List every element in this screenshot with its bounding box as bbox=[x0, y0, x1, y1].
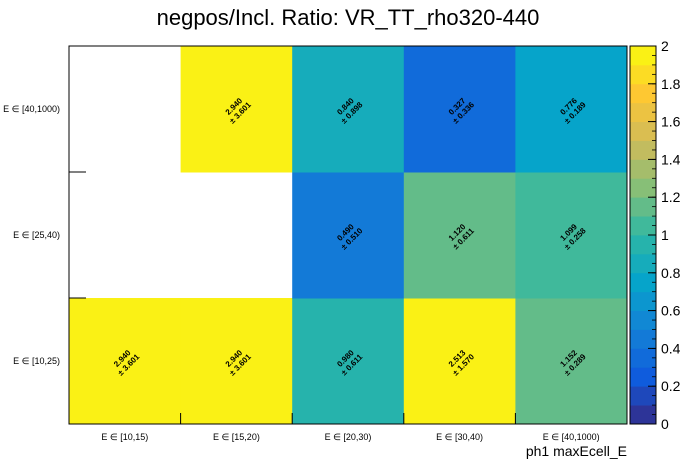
colorbar-tick-label: 0.8 bbox=[661, 265, 681, 281]
colorbar-tick-label: 0 bbox=[661, 416, 669, 432]
colorbar-segment bbox=[630, 83, 656, 104]
colorbar-segment bbox=[630, 102, 656, 122]
colorbar-segment bbox=[630, 329, 656, 349]
cell-label-group: 2.513± 1.570 bbox=[447, 348, 477, 378]
colorbar-segment bbox=[630, 348, 656, 368]
colorbar-segment bbox=[630, 235, 656, 255]
colorbar-tick-label: 0.4 bbox=[661, 340, 681, 356]
colorbar-segment bbox=[630, 159, 656, 179]
colorbar-segment bbox=[630, 272, 656, 293]
colorbar-tick-label: 1.6 bbox=[661, 114, 681, 130]
heatmap-cell bbox=[180, 46, 293, 173]
colorbar-segment bbox=[630, 310, 656, 330]
x-tick-label: E ∈ [40,1000) bbox=[543, 432, 600, 442]
heatmap-cell bbox=[292, 298, 405, 425]
x-axis-title: ph1 maxEcell_E bbox=[526, 443, 627, 459]
axis-ticks: E ∈ [10,15) E ∈ [15,20) E ∈ [20,30) E ∈ [30… bbox=[3, 104, 600, 442]
colorbar-segment bbox=[630, 405, 656, 425]
heatmap-cell bbox=[515, 298, 628, 425]
heatmap-cell bbox=[403, 298, 516, 425]
colorbar-segment bbox=[630, 367, 656, 387]
colorbar-segment bbox=[630, 291, 656, 311]
heatmap-cell bbox=[180, 298, 293, 425]
chart-title: negpos/Incl. Ratio: VR_TT_rho320-440 bbox=[157, 5, 540, 30]
heatmap-cell bbox=[515, 172, 628, 299]
colorbar-segment bbox=[630, 197, 656, 217]
plot-frame bbox=[68, 45, 628, 425]
colorbar-tick-label: 0.2 bbox=[661, 378, 681, 394]
heatmap-cell bbox=[69, 298, 182, 425]
colorbar-tick-label: 1 bbox=[661, 227, 669, 243]
colorbar-segment bbox=[630, 64, 656, 85]
colorbar-segment bbox=[630, 216, 656, 236]
colorbar-tick-label: 1.4 bbox=[661, 151, 681, 167]
colorbar-segment bbox=[630, 46, 656, 66]
heatmap-cell bbox=[403, 46, 516, 173]
color-scale: 0 0.2 0.4 0.6 0.8 1 1.2 1.4 1.6 1.8 2 bbox=[629, 38, 681, 432]
colorbar-tick-label: 0.6 bbox=[661, 303, 681, 319]
heatmap-cells bbox=[69, 46, 628, 425]
colorbar-segment bbox=[630, 386, 656, 406]
cell-labels: 2.940± 3.601 2.940± 3.601 0.980± 0.611 2.51… bbox=[112, 96, 588, 378]
colorbar-segment bbox=[630, 253, 656, 274]
y-tick-label: E ∈ [40,1000) bbox=[3, 104, 60, 114]
x-tick-label: E ∈ [15,20) bbox=[213, 432, 260, 442]
colorbar-segment bbox=[630, 140, 656, 160]
x-tick-label: E ∈ [10,15) bbox=[101, 432, 148, 442]
heatmap-cell bbox=[292, 172, 405, 299]
colorbar-tick-label: 1.8 bbox=[661, 76, 681, 92]
y-tick-label: E ∈ [10,25) bbox=[13, 356, 60, 366]
x-tick-label: E ∈ [20,30) bbox=[325, 432, 372, 442]
heatmap-cell bbox=[292, 46, 405, 173]
colorbar-tick-label: 2 bbox=[661, 38, 669, 54]
colorbar-segment bbox=[630, 121, 656, 141]
heatmap-cell bbox=[515, 46, 628, 173]
colorbar-segment bbox=[630, 178, 656, 198]
heatmap-cell bbox=[403, 172, 516, 299]
colorbar-tick-label: 1.2 bbox=[661, 189, 681, 205]
y-tick-label: E ∈ [25,40) bbox=[13, 230, 60, 240]
x-tick-label: E ∈ [30,40) bbox=[436, 432, 483, 442]
